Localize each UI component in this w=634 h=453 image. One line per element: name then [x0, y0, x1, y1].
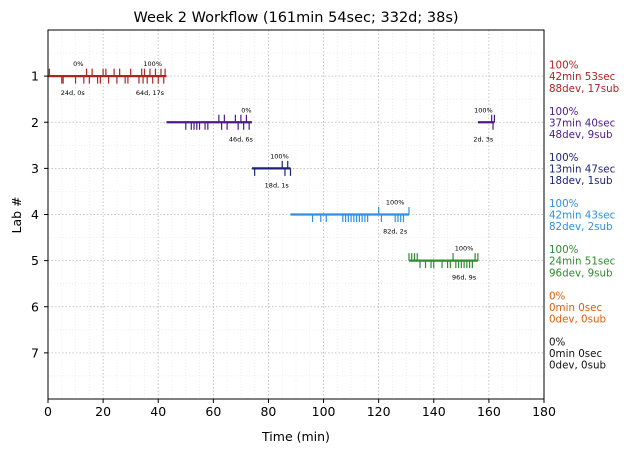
lab-summary-line: 13min 47sec: [549, 163, 616, 175]
lab-summary-line: 88dev, 17sub: [549, 83, 619, 95]
y-axis-label: Lab #: [9, 196, 24, 233]
lab-annotation: 64d, 17s: [136, 89, 165, 97]
lab-summary-line: 42min 53sec: [549, 71, 616, 83]
axes: 0 20 40 60 80 100 120 140 160 180 1 2 3 4 5 6 7: [31, 69, 556, 419]
lab-summary-line: 96dev, 9sub: [549, 267, 613, 279]
lab-summary-line: 42min 43sec: [549, 210, 616, 222]
x-tick-label: 40: [150, 404, 166, 419]
lab-annotation: 96d, 9s: [452, 274, 477, 282]
x-tick-label: 120: [367, 404, 391, 419]
y-tick-label: 3: [31, 161, 39, 176]
lab-annotation: 82d, 2s: [383, 228, 408, 236]
lab-annotation: 0%: [73, 60, 83, 68]
chart-title: Week 2 Workflow (161min 54sec; 332d; 38s…: [133, 10, 458, 26]
x-tick-label: 20: [95, 404, 111, 419]
lab-summary-line: 100%: [549, 152, 579, 164]
y-tick-label: 6: [31, 299, 39, 314]
y-tick-label: 4: [31, 207, 39, 222]
lab-summary-line: 100%: [549, 244, 579, 256]
lab-summary-line: 100%: [549, 198, 579, 210]
lab-annotation: 100%: [270, 152, 289, 160]
lab-annotation: 100%: [474, 106, 493, 114]
plot-data: 0% 100% 24d, 0s 64d, 17s 0% 46d, 6s 100% 2d, 3s…: [48, 60, 495, 282]
x-tick-label: 80: [260, 404, 276, 419]
lab-annotation: 24d, 0s: [61, 89, 86, 97]
x-tick-label: 100: [312, 404, 336, 419]
x-tick-label: 60: [205, 404, 221, 419]
x-axis-label: Time (min): [261, 429, 330, 444]
lab-annotation: 0%: [241, 106, 251, 114]
lab-summary-line: 24min 51sec: [549, 256, 616, 268]
x-tick-label: 180: [532, 404, 556, 419]
lab-summary-line: 100%: [549, 60, 579, 72]
lab-summary-line: 48dev, 9sub: [549, 129, 613, 141]
lab-summary-line: 0dev, 0sub: [549, 360, 606, 372]
lab-summary-line: 0min 0sec: [549, 302, 602, 314]
lab-summary-line: 18dev, 1sub: [549, 175, 613, 187]
x-tick-label: 140: [422, 404, 446, 419]
y-tick-label: 2: [31, 115, 39, 130]
lab-annotation: 100%: [143, 60, 162, 68]
x-tick-label: 0: [44, 404, 52, 419]
y-tick-label: 1: [31, 69, 39, 84]
lab-annotation: 46d, 6s: [229, 135, 254, 143]
lab-summary-line: 37min 40sec: [549, 117, 616, 129]
lab-annotation: 18d, 1s: [265, 181, 290, 189]
lab-summary-line: 0dev, 0sub: [549, 313, 606, 325]
lab-annotation: 100%: [455, 245, 474, 253]
lab-summary-line: 0%: [549, 290, 566, 302]
lab-summary-line: 0%: [549, 336, 566, 348]
lab-summary-line: 82dev, 2sub: [549, 221, 613, 233]
lab-summary-line: 100%: [549, 106, 579, 118]
lab-annotation: 2d, 3s: [473, 135, 494, 143]
lab-summary-line: 0min 0sec: [549, 348, 602, 360]
y-tick-label: 7: [31, 345, 39, 360]
lab-annotation: 100%: [386, 199, 405, 207]
y-tick-label: 5: [31, 253, 39, 268]
x-tick-label: 160: [477, 404, 501, 419]
